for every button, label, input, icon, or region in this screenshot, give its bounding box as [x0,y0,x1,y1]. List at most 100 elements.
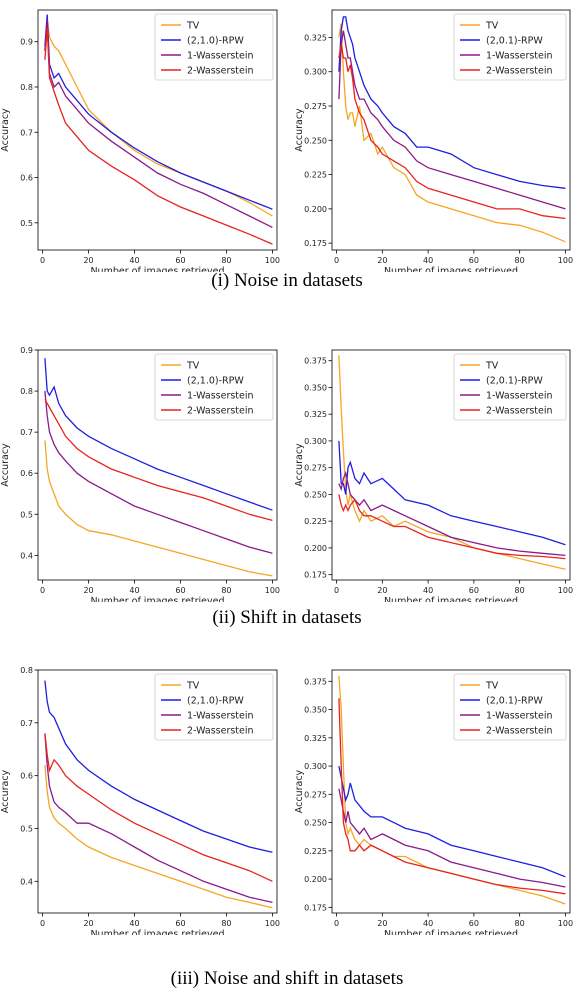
y-tick-label: 0.200 [304,875,327,884]
x-tick-label: 100 [265,586,280,595]
x-tick-label: 80 [221,256,231,265]
x-tick-label: 80 [515,919,525,928]
y-tick-label: 0.250 [304,819,327,828]
x-tick-label: 0 [334,586,339,595]
legend-entry: TV [186,361,200,372]
legend-box [154,673,274,741]
y-tick-label: 0.175 [304,903,327,912]
legend-entry: 2-Wasserstein [486,726,553,737]
y-tick-label: 0.8 [20,83,33,92]
x-tick-label: 40 [423,256,433,265]
series-line-w2 [338,698,566,895]
y-axis-label: Accuracy [294,108,305,152]
legend-box [453,13,567,81]
x-axis-label: Number of images retrieved [384,929,518,935]
series-line-rpw [338,440,566,546]
legend-entry: 2-Wasserstein [187,726,254,737]
y-tick-label: 0.6 [20,772,33,781]
y-tick-label: 0.300 [304,762,327,771]
y-tick-label: 0.8 [20,666,33,675]
legend-entry: TV [485,361,499,372]
chart-noise-shift-right: 0 20 40 60 80 100 0.175 0.200 0.225 0.250 0.275 0.3… [294,669,573,935]
series-line-rpw [44,14,273,210]
legend-entry: 1-Wasserstein [486,391,553,402]
y-tick-label: 0.175 [304,239,327,248]
legend-entry: (2,1.0)-RPW [187,696,244,707]
y-tick-label: 0.350 [304,706,327,715]
x-tick-label: 20 [377,586,387,595]
series-line-rpw [338,16,566,189]
caption-shift: (ii) Shift in datasets [212,607,362,628]
series-line-w2 [44,398,273,522]
x-tick-label: 40 [423,919,433,928]
series-line-rpw [338,765,566,878]
legend-entry: (2,1.0)-RPW [187,36,244,47]
y-axis-label: Accuracy [294,443,305,487]
series-line-w1 [44,733,273,904]
legend-entry: 2-Wasserstein [187,406,254,417]
x-axis-label: Number of images retrieved [384,596,518,602]
x-tick-label: 0 [40,256,45,265]
x-tick-label: 80 [515,586,525,595]
x-tick-label: 20 [83,256,93,265]
y-tick-label: 0.225 [304,171,327,180]
legend-entry: TV [485,21,499,32]
y-tick-label: 0.9 [20,38,33,47]
legend-entry: TV [485,681,499,692]
x-tick-label: 100 [558,586,573,595]
plot-frame [331,669,571,914]
y-tick-label: 0.5 [20,824,33,833]
legend-box [453,673,567,741]
legend-entry: 2-Wasserstein [187,66,254,77]
series-line-w2 [44,733,273,882]
series-line-rpw [44,358,273,511]
x-tick-label: 80 [221,586,231,595]
x-tick-label: 60 [469,919,479,928]
x-tick-label: 100 [265,919,280,928]
x-axis-label: Number of images retrieved [90,929,224,935]
x-tick-label: 60 [175,256,185,265]
series-line-w1 [44,19,273,228]
chart-noise-shift-left: 0 20 40 60 80 100 0.4 0.5 0.6 0.7 0.8 Number of ima… [0,666,280,935]
x-tick-label: 100 [265,256,280,265]
series-line-w2 [338,494,566,560]
y-tick-label: 0.325 [304,410,327,419]
legend-entry: 2-Wasserstein [486,66,553,77]
legend-entry: (2,0.1)-RPW [486,36,543,47]
y-tick-label: 0.300 [304,437,327,446]
x-tick-label: 100 [558,919,573,928]
y-tick-label: 0.250 [304,136,327,145]
caption-noise: (i) Noise in datasets [211,270,363,291]
legend-entry: (2,1.0)-RPW [187,376,244,387]
series-line-tv [44,765,273,909]
x-tick-label: 0 [334,256,339,265]
y-axis-label: Accuracy [0,443,11,487]
y-tick-label: 0.250 [304,490,327,499]
y-tick-label: 0.5 [20,219,33,228]
x-tick-label: 40 [129,256,139,265]
x-tick-label: 40 [129,919,139,928]
y-axis-label: Accuracy [0,769,11,813]
y-tick-label: 0.275 [304,102,327,111]
y-tick-label: 0.225 [304,847,327,856]
y-tick-label: 0.325 [304,734,327,743]
x-tick-label: 20 [377,256,387,265]
caption-noise-shift: (iii) Noise and shift in datasets [170,968,404,989]
legend-box [154,353,274,421]
x-tick-label: 60 [175,586,185,595]
chart-shift-left: 0 20 40 60 80 100 0.4 0.5 0.6 0.7 0.8 0.9 Number of … [0,346,280,602]
x-tick-label: 0 [40,919,45,928]
series-line-w2 [44,28,273,245]
x-tick-label: 20 [83,919,93,928]
y-tick-label: 0.7 [20,428,33,437]
legend-box [154,13,274,81]
x-tick-label: 100 [558,256,573,265]
legend-entry: 1-Wasserstein [187,51,254,62]
y-tick-label: 0.9 [20,346,33,355]
series-line-w1 [338,788,566,888]
legend-entry: 1-Wasserstein [486,711,553,722]
y-tick-label: 0.6 [20,469,33,478]
y-tick-label: 0.300 [304,68,327,77]
chart-noise-left: 0 20 40 60 80 100 0.5 0.6 0.7 0.8 0.9 Number of ima… [0,9,280,272]
y-tick-label: 0.5 [20,510,33,519]
